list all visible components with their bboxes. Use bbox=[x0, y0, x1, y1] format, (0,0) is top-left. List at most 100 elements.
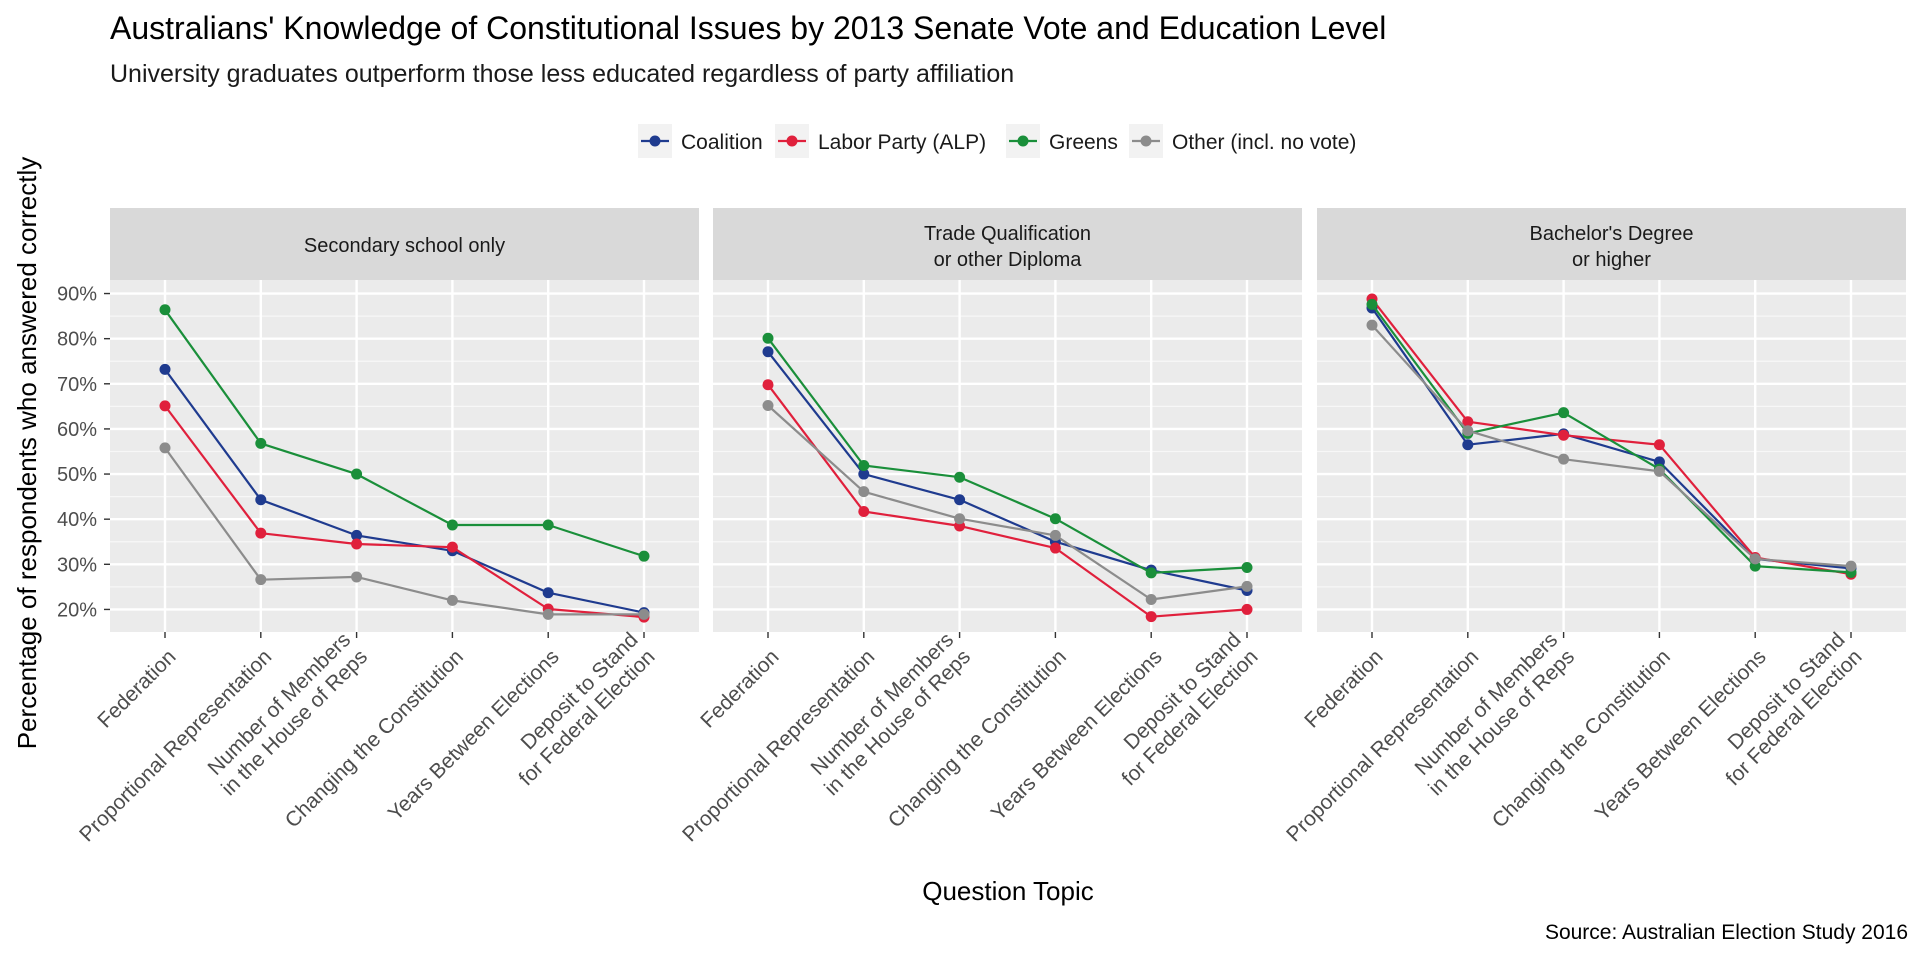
series-line bbox=[767, 351, 1248, 592]
y-tick-label: 20% bbox=[57, 599, 97, 621]
facet-panel-1: Secondary school onlyFederationProportio… bbox=[75, 208, 699, 846]
series-line bbox=[1371, 324, 1852, 568]
data-point bbox=[1145, 567, 1157, 579]
y-tick-label: 40% bbox=[57, 509, 97, 531]
y-tick-label: 50% bbox=[57, 464, 97, 486]
data-point bbox=[1462, 416, 1474, 428]
x-tick-label: Federation bbox=[1300, 645, 1387, 732]
legend-key-point bbox=[1017, 135, 1029, 147]
data-point bbox=[159, 442, 171, 454]
legend-label: Other (incl. no vote) bbox=[1172, 131, 1356, 154]
data-point bbox=[351, 468, 363, 480]
data-point bbox=[858, 506, 870, 518]
y-tick-label: 70% bbox=[57, 374, 97, 396]
data-point bbox=[351, 529, 363, 541]
facet-strip bbox=[110, 208, 699, 280]
data-point bbox=[1653, 439, 1665, 451]
series-line bbox=[767, 384, 1248, 618]
series-line bbox=[164, 447, 644, 616]
data-point bbox=[762, 332, 774, 344]
legend-label: Greens bbox=[1049, 131, 1118, 154]
legend-key-point bbox=[649, 135, 661, 147]
facet-strip-label: or other Diploma bbox=[934, 249, 1083, 271]
facet-strip-label: or higher bbox=[1572, 249, 1651, 271]
data-point bbox=[446, 541, 458, 553]
facet-strip-label: Secondary school only bbox=[304, 235, 505, 257]
data-point bbox=[542, 608, 554, 620]
series-greens bbox=[159, 304, 650, 562]
data-point bbox=[542, 519, 554, 531]
data-point bbox=[762, 399, 774, 411]
x-tick-label: Deposit to Standfor Federal Election bbox=[1705, 628, 1867, 790]
data-point bbox=[1241, 561, 1253, 573]
legend-label: Labor Party (ALP) bbox=[818, 131, 986, 154]
y-tick-label: 30% bbox=[57, 554, 97, 576]
data-point bbox=[159, 363, 171, 375]
chart-caption: Source: Australian Election Study 2016 bbox=[1545, 921, 1908, 944]
series-labor-party-alp bbox=[762, 379, 1253, 623]
data-point bbox=[351, 571, 363, 583]
facet-strip-label: Trade Qualification bbox=[924, 223, 1091, 245]
data-point bbox=[1749, 553, 1761, 565]
y-tick-label: 80% bbox=[57, 329, 97, 351]
data-point bbox=[1145, 611, 1157, 623]
x-tick-label: Federation bbox=[93, 645, 180, 732]
y-tick-label: 90% bbox=[57, 284, 97, 306]
facet-panel-2: Trade Qualification or other Diploma Feder… bbox=[678, 208, 1302, 846]
data-point bbox=[954, 513, 966, 525]
legend: Coalition Labor Party (ALP) Greens Other (i… bbox=[638, 124, 1356, 158]
panel-background bbox=[1317, 280, 1906, 632]
legend-item-coalition: Coalition bbox=[638, 124, 763, 158]
y-axis-title: Percentage of respondents who answered c… bbox=[12, 157, 42, 750]
y-axis: 20% 30% 40% 50% 60% 70% 80% 90% bbox=[57, 284, 110, 621]
data-point bbox=[351, 538, 363, 550]
data-point bbox=[1653, 465, 1665, 477]
data-point bbox=[954, 471, 966, 483]
series-other-incl-no-vote bbox=[762, 399, 1253, 606]
data-point bbox=[858, 459, 870, 471]
data-point bbox=[1462, 439, 1474, 451]
series-greens bbox=[762, 332, 1253, 579]
data-point bbox=[1049, 542, 1061, 554]
data-point bbox=[255, 494, 267, 506]
data-point bbox=[1366, 319, 1378, 331]
data-point bbox=[762, 379, 774, 391]
x-tick-label: Deposit to Standfor Federal Election bbox=[498, 628, 660, 790]
legend-item-other-incl-no-vote: Other (incl. no vote) bbox=[1129, 124, 1356, 158]
data-point bbox=[1558, 407, 1570, 419]
x-tick-label: Deposit to Standfor Federal Election bbox=[1101, 628, 1263, 790]
data-point bbox=[542, 587, 554, 599]
data-point bbox=[858, 486, 870, 498]
legend-label: Coalition bbox=[681, 131, 763, 154]
facet-strip-label: Bachelor's Degree bbox=[1530, 223, 1694, 245]
data-point bbox=[1145, 594, 1157, 606]
facet-panels: Secondary school onlyFederationProportio… bbox=[57, 208, 1906, 846]
data-point bbox=[1241, 603, 1253, 615]
chart-title: Australians' Knowledge of Constitutional… bbox=[110, 10, 1386, 46]
data-point bbox=[638, 550, 650, 562]
series-line bbox=[767, 404, 1248, 601]
legend-key-point bbox=[1140, 135, 1152, 147]
data-point bbox=[1241, 580, 1253, 592]
data-point bbox=[255, 437, 267, 449]
series-line bbox=[164, 309, 645, 558]
panel-background bbox=[110, 280, 699, 632]
x-tick-label: Federation bbox=[696, 645, 783, 732]
data-point bbox=[1366, 298, 1378, 310]
data-point bbox=[762, 346, 774, 358]
data-point bbox=[954, 494, 966, 506]
series-line bbox=[164, 368, 645, 614]
x-axis-title: Question Topic bbox=[922, 876, 1094, 906]
data-point bbox=[446, 594, 458, 606]
facet-strip bbox=[1317, 208, 1906, 280]
chart-subtitle: University graduates outperform those le… bbox=[110, 60, 1014, 88]
data-point bbox=[159, 304, 171, 316]
data-point bbox=[255, 574, 267, 586]
data-point bbox=[858, 468, 870, 480]
data-point bbox=[1049, 513, 1061, 525]
data-point bbox=[1845, 560, 1857, 572]
data-point bbox=[159, 400, 171, 412]
legend-key-point bbox=[786, 135, 798, 147]
data-point bbox=[255, 527, 267, 539]
